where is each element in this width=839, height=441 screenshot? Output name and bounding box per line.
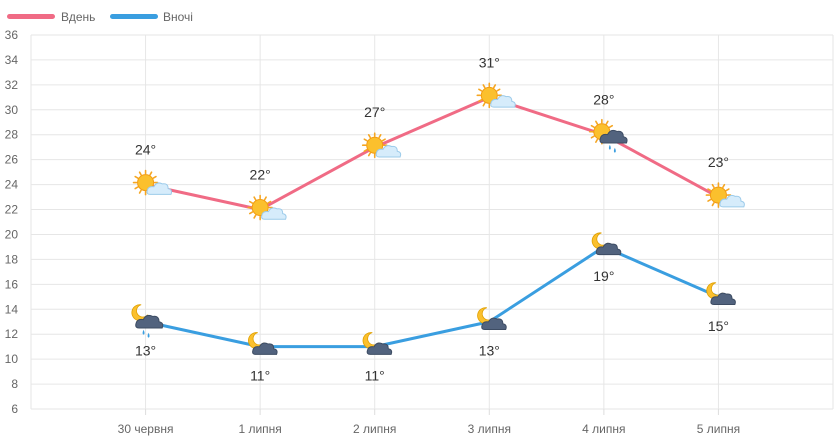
x-tick-label: 5 липня bbox=[697, 422, 740, 436]
y-tick-label: 14 bbox=[5, 302, 19, 316]
y-tick-label: 36 bbox=[5, 28, 19, 42]
y-tick-label: 10 bbox=[5, 352, 19, 366]
legend-label-day: Вдень bbox=[61, 10, 95, 24]
y-tick-label: 12 bbox=[5, 327, 19, 341]
moon-cloud-icon bbox=[362, 332, 393, 355]
y-tick-label: 28 bbox=[5, 128, 19, 142]
x-tick-label: 4 липня bbox=[582, 422, 625, 436]
sun-cloud-icon bbox=[132, 169, 173, 196]
day-temp-label: 31° bbox=[479, 54, 500, 70]
legend-swatch-night bbox=[110, 14, 158, 19]
y-tick-label: 34 bbox=[5, 53, 19, 67]
day-temp-label: 23° bbox=[708, 154, 729, 170]
y-tick-label: 32 bbox=[5, 78, 19, 92]
legend-swatch-day bbox=[7, 14, 55, 19]
legend-label-night: Вночі bbox=[163, 10, 193, 24]
label-layer: 24° 22° 27° 31° 28° 23° 13° 11° 11° 13° 19° 15° bbox=[135, 54, 729, 383]
y-tick-label: 8 bbox=[11, 377, 18, 391]
moon-cloud-icon bbox=[477, 307, 507, 330]
series-day-line bbox=[145, 95, 720, 212]
legend: Вдень Вночі bbox=[7, 10, 193, 24]
axis-layer: 36 34 32 30 28 26 24 22 20 18 16 14 12 10 8 6 30 червня 1… bbox=[5, 28, 740, 436]
sun-cloud-icon bbox=[247, 194, 287, 221]
x-tick-label: 2 липня bbox=[353, 422, 396, 436]
sun-cloud-icon bbox=[476, 82, 516, 109]
y-tick-label: 16 bbox=[5, 277, 19, 291]
y-tick-label: 30 bbox=[5, 103, 19, 117]
day-temp-label: 24° bbox=[135, 142, 156, 158]
moon-rain-cloud-icon bbox=[131, 304, 164, 338]
series-layer bbox=[145, 95, 720, 349]
moon-cloud-icon bbox=[706, 282, 736, 306]
night-temp-label: 13° bbox=[135, 343, 156, 359]
legend-item-day[interactable]: Вдень bbox=[7, 10, 95, 24]
night-temp-label: 11° bbox=[250, 368, 270, 384]
sun-cloud-icon bbox=[705, 182, 745, 208]
sun-rain-cloud-icon bbox=[589, 118, 628, 153]
sun-cloud-icon bbox=[361, 132, 402, 158]
day-temp-label: 22° bbox=[250, 167, 271, 183]
y-tick-label: 22 bbox=[5, 203, 19, 217]
y-tick-label: 18 bbox=[5, 252, 19, 266]
x-tick-label: 30 червня bbox=[118, 422, 174, 436]
night-temp-label: 19° bbox=[593, 268, 614, 284]
y-tick-label: 20 bbox=[5, 227, 19, 241]
legend-item-night[interactable]: Вночі bbox=[110, 10, 193, 24]
night-temp-label: 15° bbox=[708, 318, 729, 334]
night-temp-label: 13° bbox=[479, 343, 500, 359]
x-tick-label: 1 липня bbox=[238, 422, 281, 436]
day-temp-label: 28° bbox=[593, 92, 614, 108]
moon-cloud-icon bbox=[591, 232, 622, 256]
y-tick-label: 26 bbox=[5, 153, 19, 167]
series-night-line bbox=[145, 245, 720, 349]
y-tick-label: 6 bbox=[11, 402, 18, 416]
icon-layer bbox=[131, 82, 745, 355]
x-tick-label: 3 липня bbox=[468, 422, 511, 436]
y-tick-label: 24 bbox=[5, 178, 19, 192]
night-temp-label: 11° bbox=[365, 368, 385, 384]
moon-cloud-icon bbox=[248, 332, 278, 355]
day-temp-label: 27° bbox=[364, 104, 385, 120]
